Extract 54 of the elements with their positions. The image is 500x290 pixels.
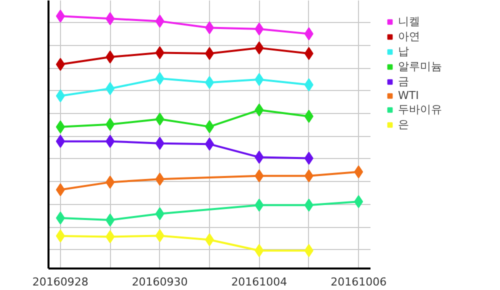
point (155, 46, 164, 60)
point (304, 46, 314, 60)
point (155, 172, 164, 186)
point (254, 150, 264, 164)
point (106, 134, 115, 148)
point (254, 72, 264, 86)
point (106, 50, 115, 64)
point (56, 10, 65, 23)
x-tick-label: 20160928 (32, 276, 88, 288)
point (304, 110, 314, 123)
point (254, 244, 264, 258)
point (155, 14, 164, 28)
point (106, 118, 115, 131)
point (304, 198, 314, 212)
point (155, 207, 164, 220)
point (155, 112, 164, 126)
point (155, 229, 164, 242)
point (254, 169, 264, 182)
point (56, 120, 65, 134)
point (304, 169, 314, 182)
x-tick-label: 20161006 (330, 276, 387, 288)
legend-label: 납 (398, 44, 410, 59)
point (56, 89, 65, 102)
point (56, 212, 65, 225)
point (304, 78, 314, 92)
legend-label: WTI (398, 89, 419, 102)
point (106, 214, 115, 227)
point (56, 134, 65, 148)
legend-label: 금 (398, 74, 410, 89)
point (254, 41, 264, 54)
legend-label: 두바이유 (398, 102, 442, 117)
point (155, 72, 164, 85)
x-tick-label: 20160930 (132, 276, 188, 288)
point (354, 165, 364, 178)
point (354, 195, 364, 208)
x-tick-label: 20161004 (231, 276, 288, 288)
point (155, 136, 164, 150)
point (56, 229, 65, 242)
point (304, 27, 314, 40)
point (254, 22, 264, 36)
point (254, 104, 264, 117)
legend-label: 은 (398, 117, 410, 132)
point (56, 183, 65, 196)
legend-label: 아연 (398, 29, 420, 44)
legend-label: 알루미늄 (398, 59, 442, 74)
point (304, 244, 314, 258)
point (106, 12, 115, 26)
point (56, 58, 65, 71)
point (304, 152, 314, 165)
legend-label: 니켈 (398, 14, 420, 29)
point (106, 176, 115, 189)
point (106, 82, 115, 96)
point (106, 230, 115, 244)
point (254, 198, 264, 212)
